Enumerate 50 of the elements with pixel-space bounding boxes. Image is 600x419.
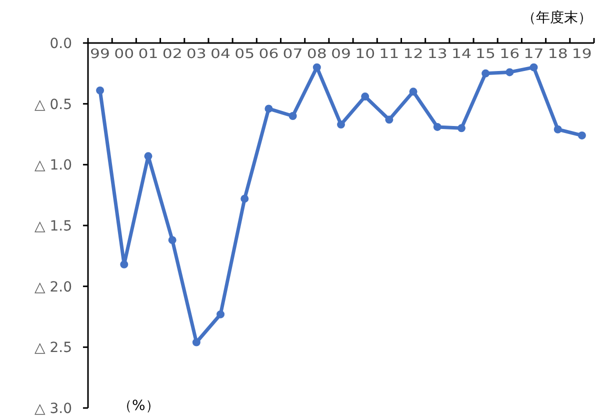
point	[361, 92, 370, 101]
x-tick-label: 19	[572, 47, 592, 62]
point	[457, 124, 466, 132]
y-tick-label: 0.0	[50, 36, 72, 52]
y-tick-label: △ 1.0	[34, 158, 72, 174]
point	[530, 63, 538, 72]
point	[433, 122, 442, 131]
x-tick-label: 09	[331, 47, 351, 62]
point	[506, 68, 514, 76]
y-tick-label: △ 2.5	[34, 340, 72, 356]
point	[288, 112, 297, 120]
x-tick-label: 05	[234, 47, 255, 62]
point	[337, 120, 345, 129]
x-tick-label: 10	[355, 47, 376, 62]
x-tick-label: 12	[403, 47, 424, 62]
point	[192, 338, 200, 346]
point	[120, 260, 128, 268]
x-tick-label: 02	[162, 47, 182, 62]
y-tick-label: △ 1.5	[34, 218, 72, 234]
y-tick-label: △ 2.0	[34, 279, 72, 296]
x-tick-label: 11	[379, 47, 400, 62]
x-tick-label: 06	[258, 47, 279, 62]
point	[409, 88, 418, 96]
point	[385, 116, 394, 124]
point	[578, 131, 586, 140]
point	[240, 194, 249, 203]
point	[216, 310, 225, 318]
x-tick-label: 99	[90, 47, 110, 62]
x-tick-label: 01	[138, 47, 158, 62]
annotation: （%）	[118, 398, 160, 414]
x-tick-label: 16	[500, 47, 520, 62]
y-tick-label: △ 0.5	[34, 96, 72, 113]
point	[482, 69, 490, 78]
x-tick-label: 08	[306, 47, 327, 62]
point	[264, 104, 273, 113]
point	[96, 86, 104, 94]
point	[168, 236, 176, 244]
text: （年度末）	[522, 10, 592, 26]
point	[144, 152, 152, 160]
x-tick-label: 07	[282, 47, 303, 62]
x-tick-label: 17	[524, 47, 544, 62]
x-tick-label: 04	[210, 47, 231, 62]
y-tick-label: △ 3.0	[34, 401, 72, 417]
point	[554, 125, 562, 134]
x-tick-label: 03	[186, 47, 206, 62]
x-tick-label: 18	[548, 47, 568, 62]
x-tick-label: 14	[451, 47, 472, 62]
x-tick-label: 00	[114, 47, 134, 62]
x-tick-label: 13	[427, 47, 448, 62]
x-tick-label: 15	[476, 47, 496, 62]
